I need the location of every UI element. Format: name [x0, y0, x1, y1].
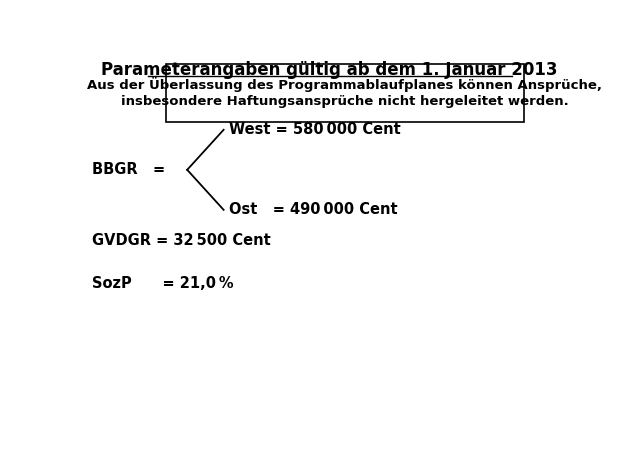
FancyBboxPatch shape: [166, 63, 523, 122]
Text: West = 580 000 Cent: West = 580 000 Cent: [229, 122, 401, 137]
Text: GVDGR = 32 500 Cent: GVDGR = 32 500 Cent: [92, 233, 271, 248]
Text: SozP      = 21,0 %: SozP = 21,0 %: [92, 275, 234, 291]
Text: Aus der Überlassung des Programmablaufplanes können Ansprüche,: Aus der Überlassung des Programmablaufpl…: [87, 77, 602, 92]
Text: BBGR   =: BBGR =: [92, 162, 165, 177]
Text: insbesondere Haftungsansprüche nicht hergeleitet werden.: insbesondere Haftungsansprüche nicht her…: [121, 95, 568, 108]
Text: Parameterangaben gültig ab dem 1. Januar 2013: Parameterangaben gültig ab dem 1. Januar…: [101, 61, 557, 78]
Text: Ost   = 490 000 Cent: Ost = 490 000 Cent: [229, 202, 397, 218]
